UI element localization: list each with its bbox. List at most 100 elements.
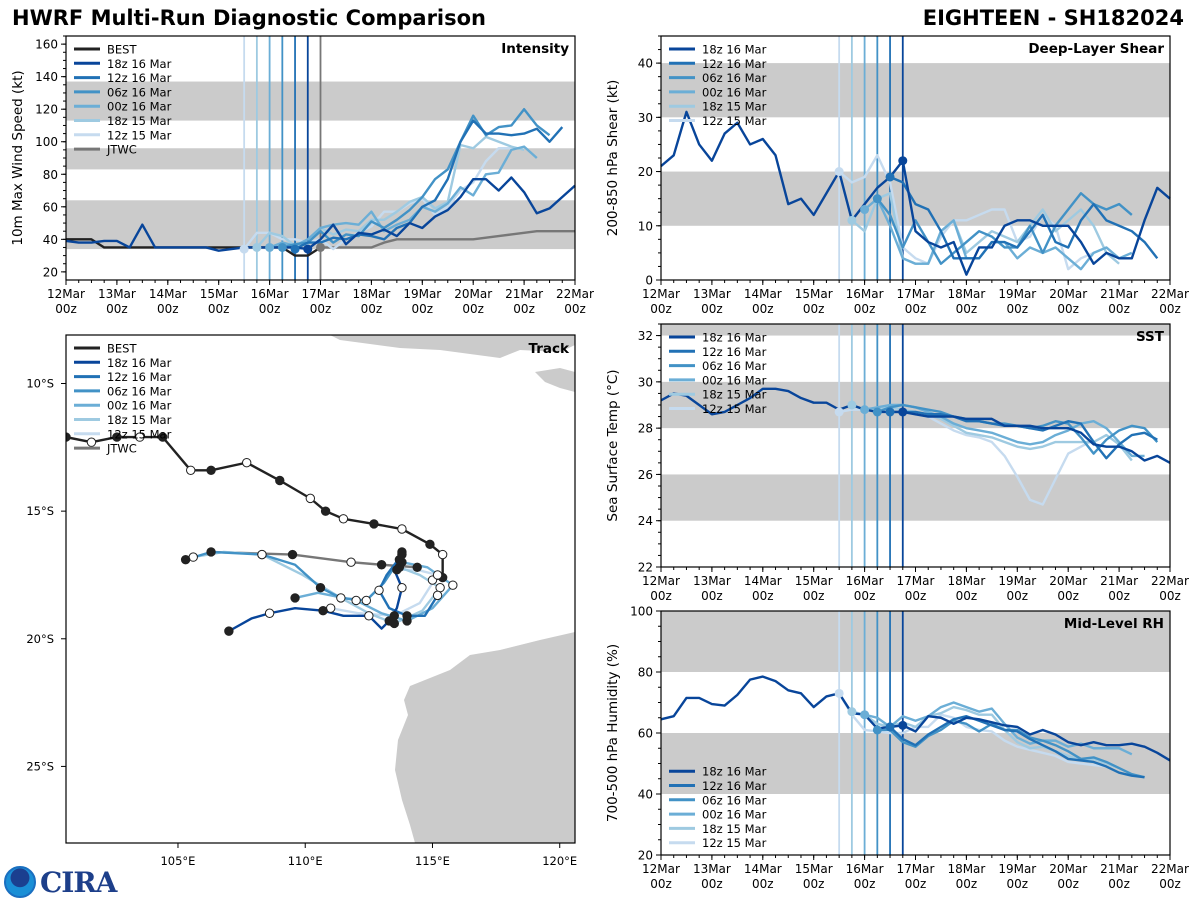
track-position-marker bbox=[397, 547, 407, 557]
legend-label: 12z 15 Mar bbox=[702, 402, 767, 416]
track-position-marker bbox=[425, 539, 435, 550]
x-tick-label: 19Mar bbox=[403, 287, 441, 301]
x-tick-label: 14Mar bbox=[744, 862, 782, 876]
track-position-marker bbox=[336, 593, 346, 603]
init-point bbox=[885, 722, 895, 732]
x-tick-label: 21Mar bbox=[505, 287, 543, 301]
y-tick-label: 80 bbox=[43, 168, 58, 182]
series-line-18z-15-mar bbox=[851, 705, 1120, 770]
init-point bbox=[290, 244, 300, 254]
x-tick-label: 00z bbox=[803, 877, 825, 891]
track-position-marker bbox=[287, 549, 298, 560]
track-position-marker bbox=[66, 432, 71, 442]
init-point bbox=[860, 205, 870, 215]
y-tick-label: 22 bbox=[638, 561, 653, 575]
x-tick-label: 00z bbox=[412, 302, 434, 316]
x-tick-label: 16Mar bbox=[251, 287, 289, 301]
x-tick-label: 00z bbox=[956, 877, 978, 891]
series-line-12z-16-mar bbox=[889, 175, 1159, 260]
legend-label: BEST bbox=[107, 43, 137, 57]
x-tick-label: 22Mar bbox=[1151, 287, 1189, 301]
track-position-marker bbox=[412, 562, 422, 573]
track-position-marker bbox=[158, 432, 168, 442]
x-tick-label: 00z bbox=[803, 302, 825, 316]
legend-label: 12z 16 Mar bbox=[107, 71, 172, 85]
track-position-marker bbox=[206, 547, 216, 557]
y-tick-label: 120 bbox=[35, 103, 58, 117]
series-line-06z-16-mar bbox=[282, 107, 551, 249]
init-point bbox=[885, 407, 895, 417]
y-axis-label: 700-500 hPa Humidity (%) bbox=[605, 644, 621, 822]
init-point bbox=[872, 194, 882, 204]
x-tick-label: 13Mar bbox=[693, 574, 731, 588]
x-tick-label: 00z bbox=[1159, 302, 1181, 316]
track-position-marker bbox=[112, 432, 122, 442]
x-tick-label: 00z bbox=[1108, 877, 1130, 891]
init-point bbox=[847, 707, 857, 717]
series-line-18z-16-mar bbox=[660, 387, 1171, 464]
x-tick-label: 00z bbox=[1108, 302, 1130, 316]
x-tick-label: 00z bbox=[1159, 877, 1181, 891]
init-point bbox=[885, 172, 895, 182]
x-tick-label: 15Mar bbox=[795, 574, 833, 588]
plot-frame bbox=[660, 610, 1171, 856]
series-line-12z-16-mar bbox=[889, 715, 1145, 779]
x-tick-label: 20Mar bbox=[1049, 574, 1087, 588]
x-tick-label: 00z bbox=[650, 589, 672, 603]
legend-label: 12z 16 Mar bbox=[702, 779, 767, 793]
x-tick-label: 00z bbox=[701, 589, 723, 603]
x-tick-label: 00z bbox=[701, 302, 723, 316]
x-tick-label: 14Mar bbox=[744, 287, 782, 301]
x-tick-label: 13Mar bbox=[98, 287, 136, 301]
x-tick-label: 12Mar bbox=[642, 862, 680, 876]
x-tick-label: 00z bbox=[361, 302, 383, 316]
legend-label: 06z 16 Mar bbox=[107, 384, 172, 398]
legend-label: 18z 16 Mar bbox=[107, 57, 172, 71]
x-tick-label: 00z bbox=[1108, 589, 1130, 603]
y-tick-label: 40 bbox=[638, 788, 653, 802]
figure-title: HWRF Multi-Run Diagnostic Comparison bbox=[12, 6, 487, 30]
track-position-marker bbox=[206, 465, 216, 475]
x-tick-label: 00z bbox=[1007, 589, 1029, 603]
cira-logo-text: CIRA bbox=[40, 865, 117, 899]
x-tick-label: 13Mar bbox=[693, 287, 731, 301]
x-tick-label: 22Mar bbox=[1151, 574, 1189, 588]
track-position-marker bbox=[188, 552, 198, 562]
x-tick-label: 22Mar bbox=[556, 287, 594, 301]
x-tick-label: 00z bbox=[650, 877, 672, 891]
panel-title: Deep-Layer Shear bbox=[1028, 41, 1164, 57]
x-tick-label: 00z bbox=[462, 302, 484, 316]
x-tick-label: 00z bbox=[1057, 589, 1079, 603]
y-tick-label: 10°S bbox=[26, 377, 54, 391]
x-tick-label: 00z bbox=[956, 589, 978, 603]
legend-label: JTWC bbox=[106, 442, 137, 456]
threshold-band bbox=[661, 324, 1170, 336]
y-tick-label: 24 bbox=[638, 514, 653, 528]
init-point bbox=[252, 242, 262, 252]
init-point bbox=[898, 407, 908, 417]
cira-logo: CIRA bbox=[4, 865, 117, 899]
threshold-band bbox=[661, 611, 1170, 672]
x-tick-label: 00z bbox=[854, 302, 876, 316]
legend-label: 18z 16 Mar bbox=[702, 43, 767, 57]
init-point bbox=[277, 242, 287, 252]
init-point bbox=[898, 720, 908, 730]
legend-label: 00z 16 Mar bbox=[702, 808, 767, 822]
x-tick-label: 17Mar bbox=[897, 574, 935, 588]
x-tick-label: 18Mar bbox=[352, 287, 390, 301]
x-tick-label: 12Mar bbox=[642, 287, 680, 301]
x-tick-label: 00z bbox=[310, 302, 332, 316]
y-tick-label: 40 bbox=[638, 57, 653, 71]
track-position-marker bbox=[376, 560, 387, 570]
legend-label: 00z 16 Mar bbox=[107, 399, 172, 413]
legend-label: 12z 15 Mar bbox=[107, 427, 172, 441]
y-tick-label: 60 bbox=[638, 727, 653, 741]
y-axis-label: Sea Surface Temp (°C) bbox=[605, 369, 621, 521]
y-tick-label: 10 bbox=[638, 219, 653, 233]
tracks-layer bbox=[66, 432, 458, 636]
track-position-marker bbox=[320, 506, 331, 516]
legend-label: 06z 16 Mar bbox=[702, 71, 767, 85]
threshold-band bbox=[661, 63, 1170, 118]
y-tick-label: 32 bbox=[638, 329, 653, 343]
